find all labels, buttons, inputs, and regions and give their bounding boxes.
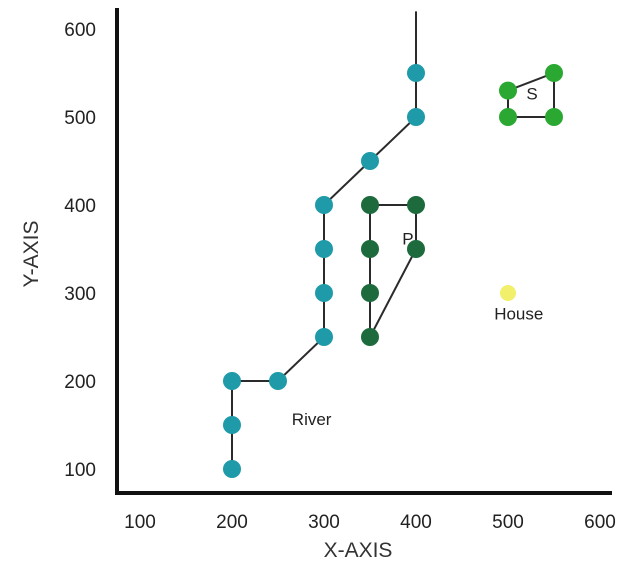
river-point bbox=[407, 108, 425, 126]
river-point bbox=[315, 196, 333, 214]
s-point bbox=[545, 108, 563, 126]
x-tick-label: 200 bbox=[216, 512, 248, 533]
x-tick-label: 600 bbox=[584, 512, 616, 533]
s-point bbox=[499, 108, 517, 126]
y-axis-label: Y-AXIS bbox=[20, 221, 43, 288]
river-point bbox=[315, 328, 333, 346]
y-tick-label: 300 bbox=[64, 284, 96, 305]
x-tick-label: 500 bbox=[492, 512, 524, 533]
river-point bbox=[315, 240, 333, 258]
y-tick-label: 100 bbox=[64, 460, 96, 481]
axes bbox=[115, 8, 612, 495]
p-point bbox=[361, 284, 379, 302]
tick-labels: 100 200 300 400 500 600 100 200 300 400 500 600 bbox=[64, 20, 616, 533]
river-point bbox=[361, 152, 379, 170]
river-point bbox=[223, 460, 241, 478]
river-point bbox=[269, 372, 287, 390]
plot-lines bbox=[231, 11, 555, 469]
x-tick-label: 300 bbox=[308, 512, 340, 533]
y-tick-label: 600 bbox=[64, 20, 96, 41]
river-point bbox=[223, 416, 241, 434]
p-point bbox=[407, 196, 425, 214]
s-point bbox=[545, 64, 563, 82]
p-point bbox=[407, 240, 425, 258]
x-tick-label: 400 bbox=[400, 512, 432, 533]
annotation-house: House bbox=[494, 304, 543, 323]
x-tick-label: 100 bbox=[124, 512, 156, 533]
p-point bbox=[361, 240, 379, 258]
river-point bbox=[223, 372, 241, 390]
p-point bbox=[361, 196, 379, 214]
s-point bbox=[499, 81, 517, 100]
river-point bbox=[315, 284, 333, 302]
y-tick-label: 200 bbox=[64, 372, 96, 393]
y-tick-label: 400 bbox=[64, 196, 96, 217]
y-tick-label: 500 bbox=[64, 108, 96, 129]
annotation-river: River bbox=[292, 410, 332, 429]
annotations: River P S House bbox=[292, 84, 544, 429]
p-point bbox=[361, 328, 379, 346]
annotation-p: P bbox=[402, 230, 413, 249]
river-point bbox=[407, 64, 425, 82]
plot-points bbox=[223, 64, 563, 478]
annotation-s: S bbox=[526, 84, 537, 103]
p-line bbox=[369, 204, 417, 338]
house-point bbox=[500, 285, 516, 301]
x-axis-label: X-AXIS bbox=[324, 539, 393, 562]
